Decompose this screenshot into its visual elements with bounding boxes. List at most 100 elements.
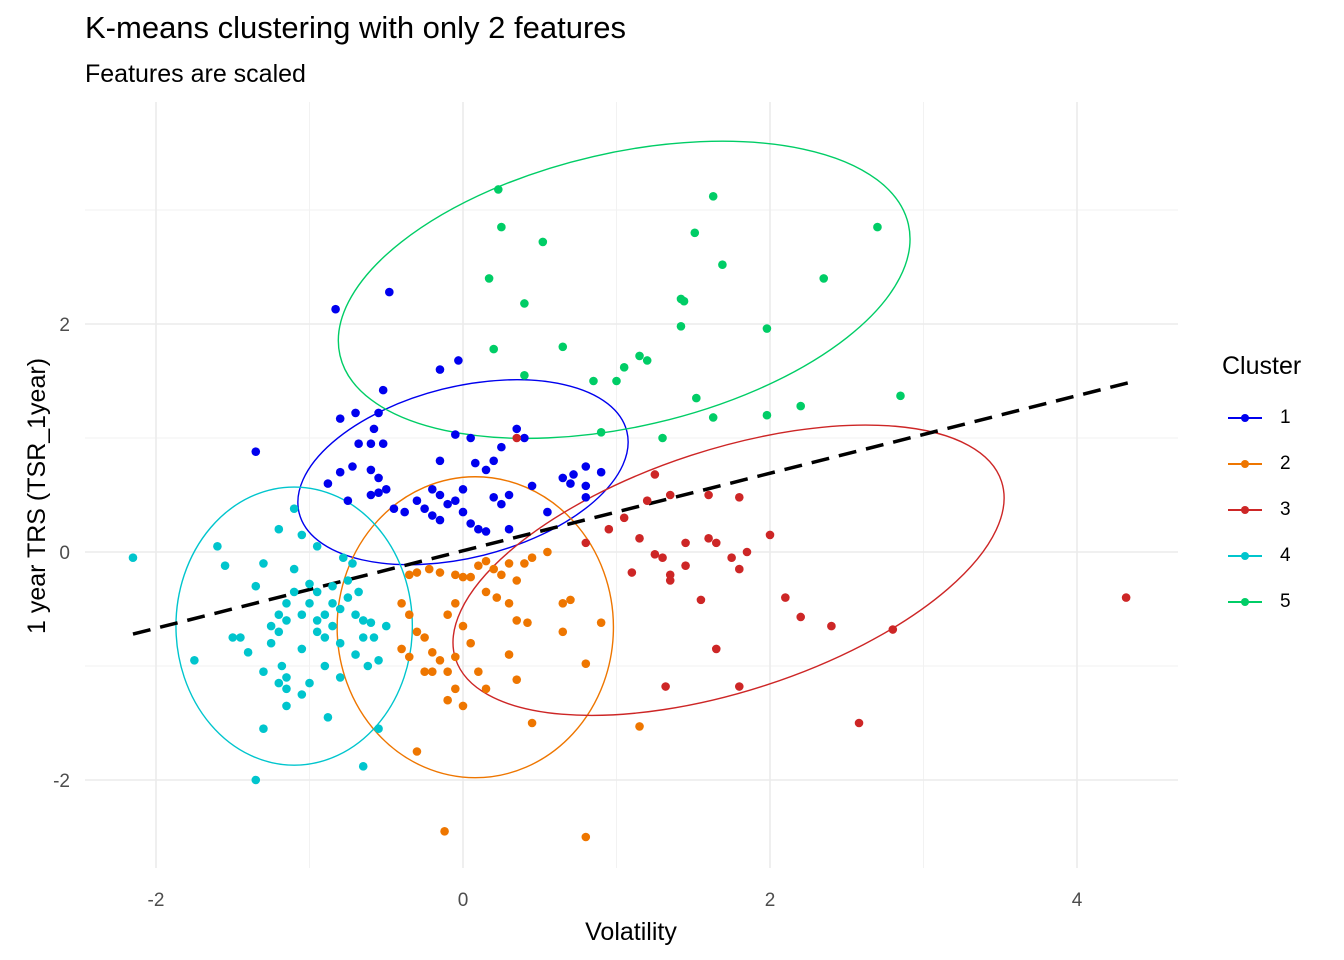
data-point-cluster-2 — [451, 599, 460, 608]
chart-title: K-means clustering with only 2 features — [85, 10, 627, 45]
data-point-cluster-2 — [512, 675, 522, 684]
data-point-cluster-2 — [443, 667, 452, 676]
data-point-cluster-3 — [650, 470, 660, 479]
legend-label: 2 — [1280, 453, 1291, 474]
data-point-cluster-4 — [351, 650, 360, 659]
data-point-cluster-2 — [458, 621, 468, 631]
legend-label: 1 — [1280, 407, 1291, 428]
data-point-cluster-4 — [338, 553, 348, 562]
data-point-cluster-4 — [274, 627, 284, 637]
data-point-cluster-1 — [428, 511, 437, 520]
data-point-cluster-5 — [676, 321, 686, 331]
data-point-cluster-5 — [538, 237, 548, 247]
data-point-cluster-2 — [481, 684, 491, 694]
data-point-cluster-1 — [348, 462, 357, 471]
data-point-cluster-2 — [523, 618, 532, 627]
data-point-cluster-1 — [374, 473, 383, 483]
data-point-cluster-2 — [527, 718, 537, 728]
data-point-cluster-2 — [412, 747, 422, 756]
data-point-cluster-2 — [404, 652, 414, 662]
data-point-cluster-4 — [190, 656, 199, 665]
data-point-cluster-5 — [658, 433, 667, 443]
data-point-cluster-3 — [735, 564, 744, 574]
data-point-cluster-2 — [543, 547, 552, 557]
data-point-cluster-2 — [412, 568, 422, 577]
data-point-cluster-2 — [558, 627, 568, 637]
data-point-cluster-2 — [481, 587, 491, 597]
data-point-cluster-2 — [635, 722, 644, 731]
data-point-cluster-1 — [458, 485, 468, 494]
data-point-cluster-3 — [665, 576, 675, 585]
data-point-cluster-4 — [358, 633, 368, 642]
data-point-cluster-1 — [596, 467, 606, 477]
data-point-cluster-1 — [520, 433, 529, 443]
data-point-cluster-4 — [220, 561, 230, 570]
data-point-cluster-1 — [581, 462, 591, 471]
data-point-cluster-1 — [451, 430, 460, 439]
data-point-cluster-4 — [289, 504, 299, 513]
legend-title: Cluster — [1222, 352, 1302, 380]
data-point-cluster-4 — [305, 678, 314, 688]
data-point-cluster-3 — [765, 530, 775, 540]
data-point-cluster-1 — [497, 442, 506, 452]
data-point-cluster-1 — [458, 507, 468, 517]
data-point-cluster-3 — [827, 621, 836, 631]
data-point-cluster-5 — [762, 410, 772, 420]
legend-item-5: 5 — [1222, 579, 1301, 625]
data-point-cluster-3 — [696, 595, 706, 605]
data-point-cluster-2 — [451, 652, 460, 662]
legend-item-1: 1 — [1222, 395, 1301, 441]
x-tick-label: 4 — [1072, 890, 1083, 911]
data-point-cluster-4 — [282, 684, 291, 694]
data-point-cluster-3 — [512, 433, 522, 443]
data-point-cluster-1 — [420, 504, 429, 513]
data-point-cluster-4 — [312, 627, 322, 637]
data-point-cluster-4 — [305, 599, 314, 608]
data-point-cluster-1 — [454, 356, 463, 365]
data-point-cluster-1 — [504, 524, 514, 534]
data-point-cluster-3 — [727, 553, 736, 562]
data-point-cluster-5 — [819, 274, 829, 283]
data-point-cluster-2 — [428, 648, 437, 657]
legend-key-1 — [1222, 395, 1268, 441]
data-point-cluster-5 — [619, 363, 629, 372]
data-point-cluster-2 — [504, 599, 514, 608]
data-point-cluster-3 — [635, 534, 644, 543]
data-point-cluster-4 — [320, 610, 330, 619]
trend-line-layer — [132, 380, 1132, 636]
x-tick-label: -2 — [148, 890, 165, 911]
data-point-cluster-3 — [711, 538, 721, 548]
data-point-cluster-2 — [581, 659, 591, 669]
data-point-cluster-4 — [251, 581, 261, 591]
data-point-cluster-1 — [470, 458, 480, 468]
data-point-cluster-4 — [358, 616, 368, 625]
data-point-cluster-3 — [854, 718, 864, 728]
data-point-cluster-2 — [558, 599, 568, 608]
data-point-cluster-3 — [665, 490, 675, 500]
data-point-cluster-5 — [718, 260, 727, 270]
data-point-cluster-3 — [735, 682, 744, 691]
data-point-cluster-4 — [381, 621, 391, 631]
data-point-cluster-1 — [412, 496, 422, 506]
data-point-cluster-1 — [354, 439, 363, 449]
data-point-cluster-3 — [604, 524, 614, 534]
data-point-cluster-5 — [873, 222, 882, 232]
data-point-cluster-1 — [366, 490, 376, 500]
data-point-cluster-5 — [762, 324, 772, 333]
data-point-cluster-1 — [369, 424, 379, 434]
legend-label: 5 — [1280, 591, 1291, 612]
legend-dot — [1241, 460, 1249, 468]
data-point-cluster-3 — [661, 682, 670, 691]
data-point-cluster-4 — [259, 559, 268, 568]
data-point-cluster-1 — [481, 527, 491, 536]
data-point-cluster-2 — [435, 568, 445, 577]
legend-label: 3 — [1280, 499, 1291, 520]
data-point-cluster-1 — [351, 408, 360, 418]
data-point-cluster-4 — [369, 633, 379, 642]
data-point-cluster-2 — [504, 559, 514, 568]
data-point-cluster-1 — [381, 485, 391, 494]
legend-key-3 — [1222, 487, 1268, 533]
data-point-cluster-2 — [412, 627, 422, 637]
data-point-cluster-5 — [596, 428, 606, 437]
cluster-ellipse-1 — [297, 379, 629, 566]
